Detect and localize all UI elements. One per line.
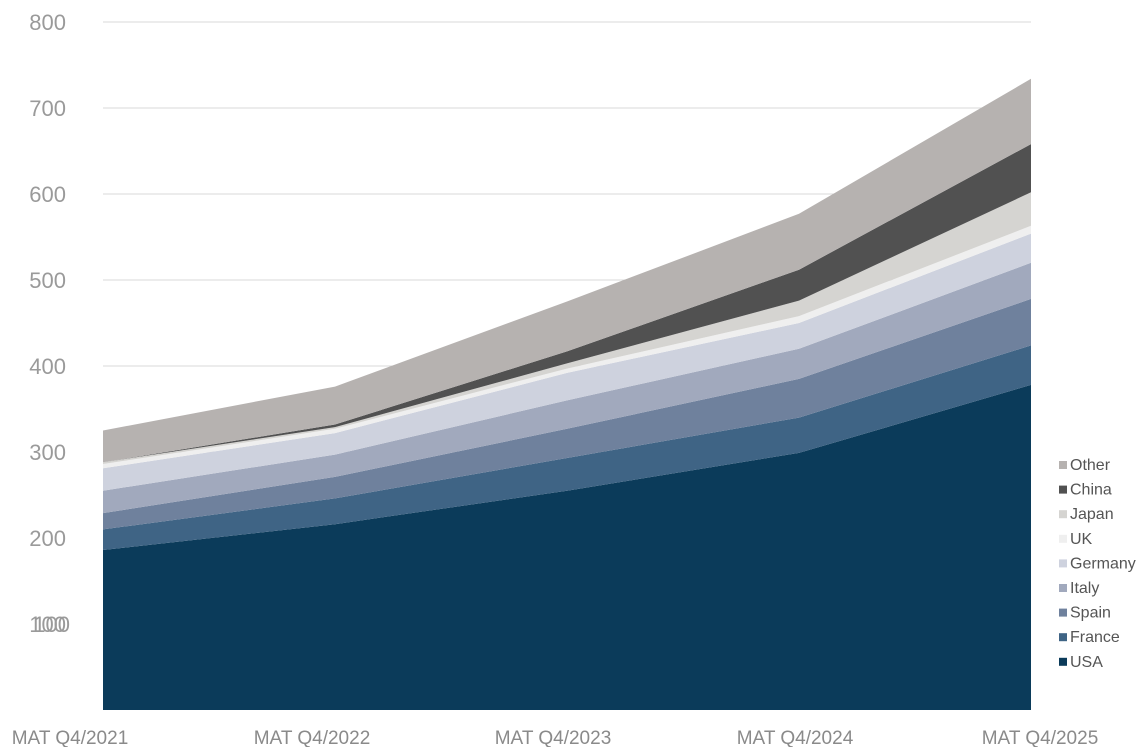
- x-axis: MAT Q4/2021 MAT Q4/2022 MAT Q4/2023 MAT Q4/…: [12, 728, 1099, 747]
- legend-item-uk: UK: [1059, 531, 1093, 548]
- x-tick-label: MAT Q4/2023: [495, 728, 612, 747]
- legend-item-usa: USA: [1059, 654, 1103, 671]
- legend-label: USA: [1070, 654, 1103, 671]
- legend-swatch: [1059, 485, 1067, 494]
- legend-swatch: [1059, 657, 1067, 666]
- area-series-other: [103, 78, 1031, 463]
- x-tick-label: MAT Q4/2022: [254, 728, 371, 747]
- legend-label: UK: [1070, 531, 1093, 548]
- x-tick-label: MAT Q4/2024: [737, 728, 854, 747]
- y-tick-label: 800: [29, 10, 66, 35]
- x-tick-label: MAT Q4/2025: [982, 728, 1099, 747]
- legend-swatch: [1059, 633, 1067, 642]
- legend-label: France: [1070, 629, 1120, 646]
- legend-label: Other: [1070, 457, 1111, 474]
- legend-item-italy: Italy: [1059, 580, 1099, 597]
- area-series-germany: [103, 233, 1031, 491]
- legend-swatch: [1059, 559, 1067, 568]
- legend-label: Japan: [1070, 506, 1114, 523]
- y-tick-label: 100: [33, 612, 70, 637]
- legend-item-china: China: [1059, 482, 1112, 499]
- plot-area: [103, 78, 1031, 710]
- y-tick-label: 300: [29, 440, 66, 465]
- legend-item-germany: Germany: [1059, 555, 1136, 572]
- legend-swatch: [1059, 584, 1067, 592]
- legend: Other China Japan UK Germany Italy Spain France…: [1059, 457, 1136, 671]
- legend-swatch: [1059, 461, 1067, 469]
- y-tick-label: 600: [29, 182, 66, 207]
- legend-swatch: [1059, 510, 1067, 519]
- y-tick-label: 500: [29, 268, 66, 293]
- area-series-france: [103, 345, 1031, 550]
- legend-swatch: [1059, 534, 1067, 543]
- area-series-usa: [103, 384, 1031, 710]
- y-tick-label: 700: [29, 96, 66, 121]
- legend-label: Germany: [1070, 555, 1136, 572]
- legend-label: Spain: [1070, 605, 1111, 622]
- y-tick-label: 200: [29, 526, 66, 551]
- legend-swatch: [1059, 608, 1067, 617]
- area-series-italy: [103, 262, 1031, 514]
- x-tick-label: MAT Q4/2021: [12, 728, 129, 747]
- y-tick-label: 400: [29, 354, 66, 379]
- area-series-spain: [103, 298, 1031, 530]
- legend-item-other: Other: [1059, 457, 1111, 474]
- legend-item-spain: Spain: [1059, 605, 1111, 622]
- legend-label: China: [1070, 482, 1112, 499]
- legend-item-japan: Japan: [1059, 506, 1114, 523]
- legend-item-france: France: [1059, 629, 1120, 646]
- legend-label: Italy: [1070, 580, 1099, 597]
- y-tick-label: 100: [29, 612, 66, 637]
